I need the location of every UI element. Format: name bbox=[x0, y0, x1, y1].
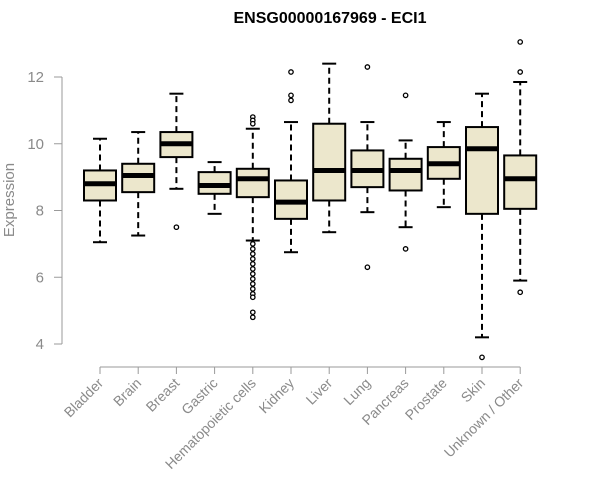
outlier-point bbox=[249, 261, 256, 267]
box-body bbox=[121, 162, 156, 194]
outlier-point bbox=[249, 120, 256, 127]
box-body bbox=[274, 179, 308, 220]
box-body bbox=[465, 126, 499, 215]
x-tick-label: Breast bbox=[143, 375, 183, 415]
box-kidney bbox=[274, 69, 308, 254]
outlier-point bbox=[249, 276, 256, 282]
axes: 4 6 8 10 12 bbox=[27, 69, 521, 374]
x-tick-label: Kidney bbox=[256, 375, 298, 417]
box-body bbox=[197, 171, 232, 195]
x-tick-label: Skin bbox=[458, 375, 489, 406]
x-tick-label: Prostate bbox=[402, 375, 450, 423]
chart-title: ENSG00000167969 - ECI1 bbox=[233, 10, 426, 27]
y-tick-label: 6 bbox=[36, 269, 44, 286]
outlier-point bbox=[517, 289, 524, 296]
outlier-point bbox=[173, 224, 180, 231]
outlier-point bbox=[249, 294, 256, 301]
outlier-point bbox=[402, 92, 409, 99]
box-pancreas bbox=[388, 92, 423, 252]
outlier-point bbox=[249, 309, 256, 316]
outlier-point bbox=[402, 246, 409, 252]
box-body bbox=[312, 122, 347, 202]
outlier-point bbox=[249, 281, 256, 287]
outlier-point bbox=[364, 264, 371, 271]
y-tick-label: 4 bbox=[36, 336, 44, 353]
box-hematopoietic-cells bbox=[235, 114, 270, 321]
outlier-point bbox=[249, 256, 256, 262]
box-gastric bbox=[197, 161, 232, 215]
box-breast bbox=[159, 92, 194, 231]
box-body bbox=[503, 154, 538, 210]
outlier-point bbox=[249, 271, 256, 277]
box-prostate bbox=[426, 121, 461, 209]
y-tick-label: 12 bbox=[27, 69, 44, 86]
y-axis-label: Expression bbox=[1, 163, 18, 237]
y-tick-label: 10 bbox=[27, 136, 44, 153]
x-tick-label: Lung bbox=[340, 375, 373, 408]
outlier-point bbox=[249, 246, 256, 252]
box-body bbox=[235, 167, 270, 199]
x-tick-label: Brain bbox=[110, 375, 144, 409]
box-skin bbox=[465, 92, 499, 361]
x-tick-label: Liver bbox=[303, 375, 336, 408]
outlier-point bbox=[517, 39, 524, 45]
outlier-point bbox=[249, 241, 256, 247]
box-bladder bbox=[83, 137, 117, 244]
box-lung bbox=[350, 64, 385, 271]
boxes-group bbox=[83, 39, 538, 361]
outlier-point bbox=[249, 314, 256, 321]
box-brain bbox=[121, 131, 156, 237]
outlier-point bbox=[517, 69, 524, 75]
y-tick-label: 8 bbox=[36, 203, 44, 220]
box-body bbox=[388, 157, 423, 192]
outlier-point bbox=[249, 266, 256, 272]
outlier-point bbox=[479, 354, 485, 361]
outlier-point bbox=[364, 64, 371, 70]
box-unknown-other bbox=[503, 39, 538, 296]
outlier-point bbox=[288, 69, 294, 75]
outlier-point bbox=[249, 286, 256, 292]
outlier-point bbox=[288, 92, 294, 99]
box-liver bbox=[312, 62, 347, 234]
x-tick-label: Bladder bbox=[61, 375, 107, 421]
outlier-point bbox=[288, 97, 294, 104]
outlier-point bbox=[249, 251, 256, 257]
